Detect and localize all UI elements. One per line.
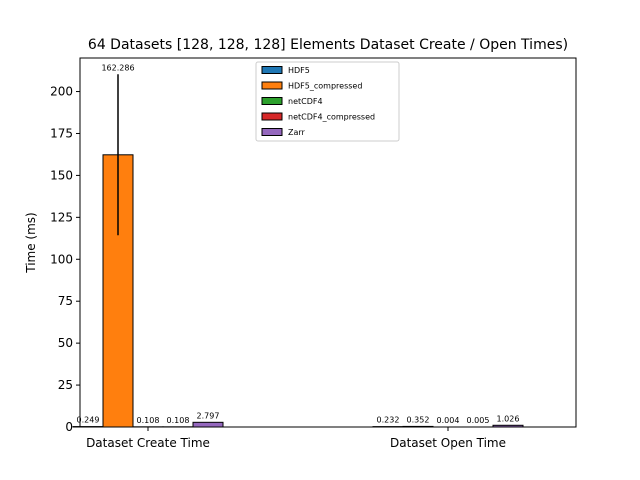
y-tick-label: 100: [50, 252, 73, 266]
legend-label-netCDF4_compressed: netCDF4_compressed: [288, 113, 375, 122]
x-axis: Dataset Create Time Dataset Open Time: [86, 427, 506, 450]
bar-Zarr-0: [192, 421, 224, 428]
y-tick-label: 75: [58, 294, 73, 308]
y-tick-label: 200: [50, 85, 73, 99]
data-label-Zarr-1: 1.026: [497, 414, 520, 423]
axes-frame: [79, 57, 577, 428]
data-label-HDF5-0: 0.249: [77, 416, 100, 425]
y-tick-label: 125: [50, 210, 73, 224]
legend-frame: [255, 61, 400, 142]
y-tick-label: 150: [50, 168, 73, 182]
data-label-HDF5_compressed-1: 0.352: [407, 415, 430, 424]
legend-swatch-netCDF4_compressed: [261, 112, 283, 121]
y-axis: 0 25 50 75 100 125 150 175 200: [50, 85, 80, 434]
legend-label-netCDF4: netCDF4: [288, 97, 323, 106]
chart-title: 64 Datasets [128, 128, 128] Elements Dat…: [88, 37, 568, 53]
legend-label-HDF5: HDF5: [288, 66, 310, 75]
y-tick-label: 0: [65, 420, 73, 434]
legend-swatch-netCDF4: [261, 97, 283, 105]
legend-swatch-Zarr: [261, 128, 283, 136]
data-label-HDF5-1: 0.232: [377, 416, 400, 425]
data-label-netCDF4_compressed-0: 0.108: [167, 416, 190, 425]
x-tick-label: Dataset Create Time: [86, 436, 210, 450]
legend-swatch-HDF5_compressed: [261, 81, 283, 90]
legend-label-HDF5_compressed: HDF5_compressed: [288, 82, 362, 91]
y-tick-label: 50: [58, 336, 73, 350]
y-axis-label: Time (ms): [24, 212, 38, 274]
data-label-netCDF4-0: 0.108: [137, 416, 160, 425]
y-tick-label: 25: [58, 378, 73, 392]
plot-area: 0.249 0.232 162.286 0.352 0.108 0.004 0.108 0.0…: [72, 63, 524, 428]
x-tick-label: Dataset Open Time: [390, 436, 506, 450]
data-label-Zarr-0: 2.797: [197, 411, 220, 420]
legend-swatch-HDF5: [261, 66, 283, 74]
legend: HDF5 HDF5_compressed netCDF4 netCDF4_compre…: [255, 61, 400, 142]
data-label-netCDF4-1: 0.004: [437, 416, 460, 425]
data-label-HDF5_compressed-0: 162.286: [101, 63, 134, 72]
y-tick-label: 175: [50, 126, 73, 140]
data-label-netCDF4_compressed-1: 0.005: [467, 416, 490, 425]
legend-label-Zarr: Zarr: [288, 128, 306, 137]
